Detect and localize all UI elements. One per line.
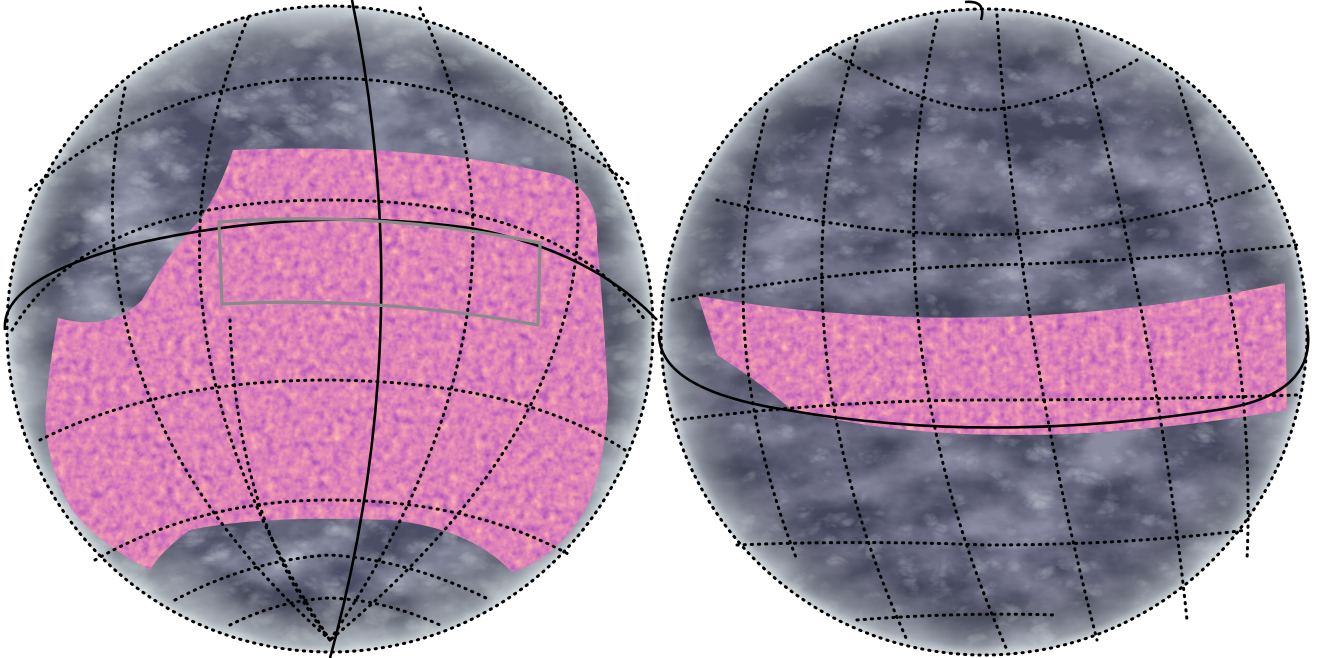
left-graticule (5, 4, 655, 654)
right-hemisphere-globe (657, 0, 1310, 657)
left-main-meridian (328, 0, 383, 658)
right-main-great-circle (657, 324, 1310, 429)
left-hemisphere-globe (3, 0, 658, 658)
right-pole-marker (964, 0, 984, 21)
left-highlight-box (217, 217, 542, 327)
